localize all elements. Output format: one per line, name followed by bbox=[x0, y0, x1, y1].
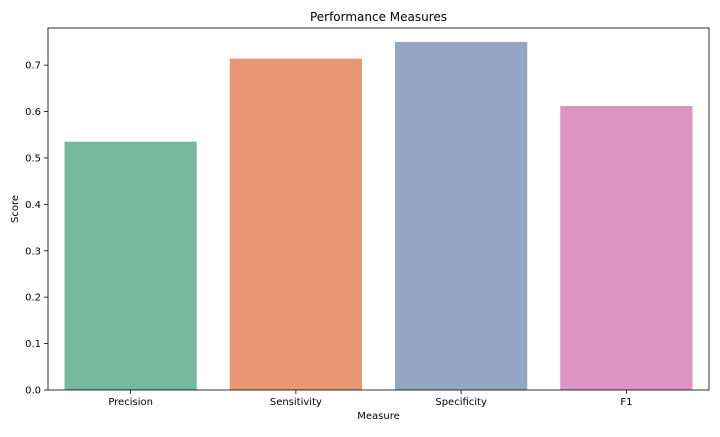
axes-frame bbox=[47, 27, 710, 391]
y-axis-label: Score bbox=[10, 195, 21, 223]
y-tick-label: 0.7 bbox=[25, 61, 41, 72]
x-tick-label: F1 bbox=[620, 397, 632, 408]
y-tick-label: 0.0 bbox=[25, 386, 41, 397]
x-tick-label: Precision bbox=[108, 397, 153, 408]
bar-f1 bbox=[560, 105, 693, 390]
plot-area: Precision Sensitivity Specificity F1 0.0 0.1 0… bbox=[25, 27, 710, 408]
x-tick-label: Sensitivity bbox=[270, 397, 322, 408]
y-tick-label: 0.5 bbox=[25, 153, 41, 164]
y-tick-label: 0.4 bbox=[25, 200, 41, 211]
bar-precision bbox=[64, 141, 197, 390]
y-tick-label: 0.3 bbox=[25, 246, 41, 257]
x-axis-label: Measure bbox=[357, 411, 400, 422]
bar-sensitivity bbox=[229, 58, 362, 390]
bar-specificity bbox=[395, 41, 528, 391]
x-tick-label: Specificity bbox=[435, 397, 487, 408]
y-tick-label: 0.6 bbox=[25, 107, 41, 118]
chart-title: Performance Measures bbox=[310, 10, 447, 24]
y-tick-label: 0.2 bbox=[25, 293, 41, 304]
y-tick-label: 0.1 bbox=[25, 339, 41, 350]
